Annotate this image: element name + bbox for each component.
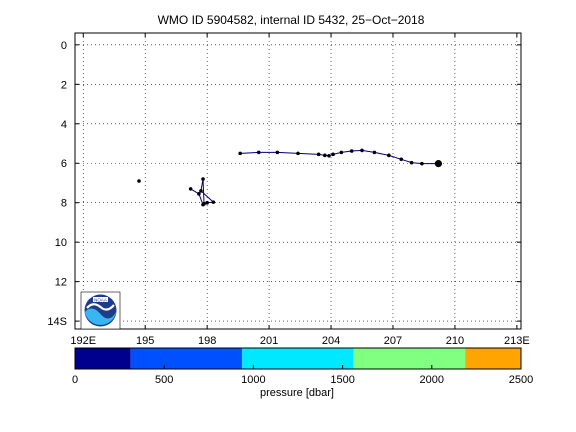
colorbar-tick-label: 2500 (509, 374, 533, 386)
colorbar-band (353, 348, 466, 369)
colorbar-tick-label: 0 (72, 374, 78, 386)
y-tick-label: 2 (61, 79, 67, 91)
profile-point (360, 148, 364, 153)
x-tick-label: 198 (198, 335, 216, 347)
colorbar-tick-label: 500 (155, 374, 173, 386)
profile-point (399, 157, 404, 162)
x-tick-label: 213E (504, 335, 530, 347)
x-tick-label: 201 (260, 335, 278, 347)
profile-point (339, 150, 344, 155)
colorbar-tick-label: 2000 (420, 374, 444, 386)
profile-point (275, 150, 280, 155)
trajectory-line (240, 149, 439, 165)
y-tick-label: 10 (55, 237, 67, 249)
y-tick-label: 14S (47, 316, 67, 328)
trajectory (137, 148, 443, 207)
colorbar-band (130, 348, 243, 369)
profile-point (197, 192, 201, 196)
profile-point (323, 153, 327, 158)
x-tick-label: 204 (322, 335, 340, 347)
profile-point (137, 179, 141, 183)
profile-point (199, 189, 203, 193)
grid-lines (75, 33, 521, 329)
colorbar-band (75, 348, 131, 369)
trajectory-line (190, 178, 215, 206)
noaa-logo: NOAA (80, 291, 121, 330)
colorbar-label: pressure [dbar] (260, 387, 334, 399)
profile-point (327, 153, 331, 158)
colorbar-tick-label: 1000 (241, 374, 265, 386)
svg-text:NOAA: NOAA (94, 297, 107, 302)
profile-point (202, 201, 206, 206)
last-position-marker (434, 160, 443, 168)
profile-point (372, 150, 377, 155)
chart-title: WMO ID 5904582, internal ID 5432, 25−Oct… (158, 13, 425, 27)
profile-point (296, 151, 300, 156)
profile-point (256, 150, 261, 155)
x-tick-label: 207 (384, 335, 402, 347)
colorbar-band (242, 348, 354, 369)
profile-point (238, 151, 242, 156)
profile-point (188, 187, 193, 191)
colorbar (74, 347, 522, 370)
y-tick-label: 4 (61, 119, 67, 131)
profile-point (211, 200, 216, 204)
profile-point (201, 177, 205, 181)
colorbar-ticks: 0 500 1000 1500 2000 2500 (72, 365, 533, 386)
profile-point (420, 161, 424, 166)
y-tick-label: 6 (61, 158, 67, 170)
profile-point (387, 153, 391, 158)
plot-frame (74, 32, 522, 330)
y-tick-label: 8 (61, 198, 67, 210)
x-tick-label: 210 (446, 335, 464, 347)
profile-point (205, 200, 209, 205)
y-tick-label: 12 (55, 277, 67, 289)
x-tick-label: 195 (136, 335, 154, 347)
y-tick-label: 0 (61, 40, 67, 52)
colorbar-frame (74, 347, 522, 370)
colorbar-tick-label: 1500 (330, 374, 354, 386)
profile-point (349, 149, 354, 153)
colorbar-band (465, 348, 521, 369)
profile-point (316, 152, 321, 157)
profile-point (409, 160, 414, 165)
x-axis: 192E 195 198 201 204 207 210 213E (70, 33, 530, 347)
profile-point (331, 152, 335, 157)
x-tick-label: 192E (70, 335, 96, 347)
y-axis: 0 2 4 6 8 10 12 14S (47, 40, 521, 328)
